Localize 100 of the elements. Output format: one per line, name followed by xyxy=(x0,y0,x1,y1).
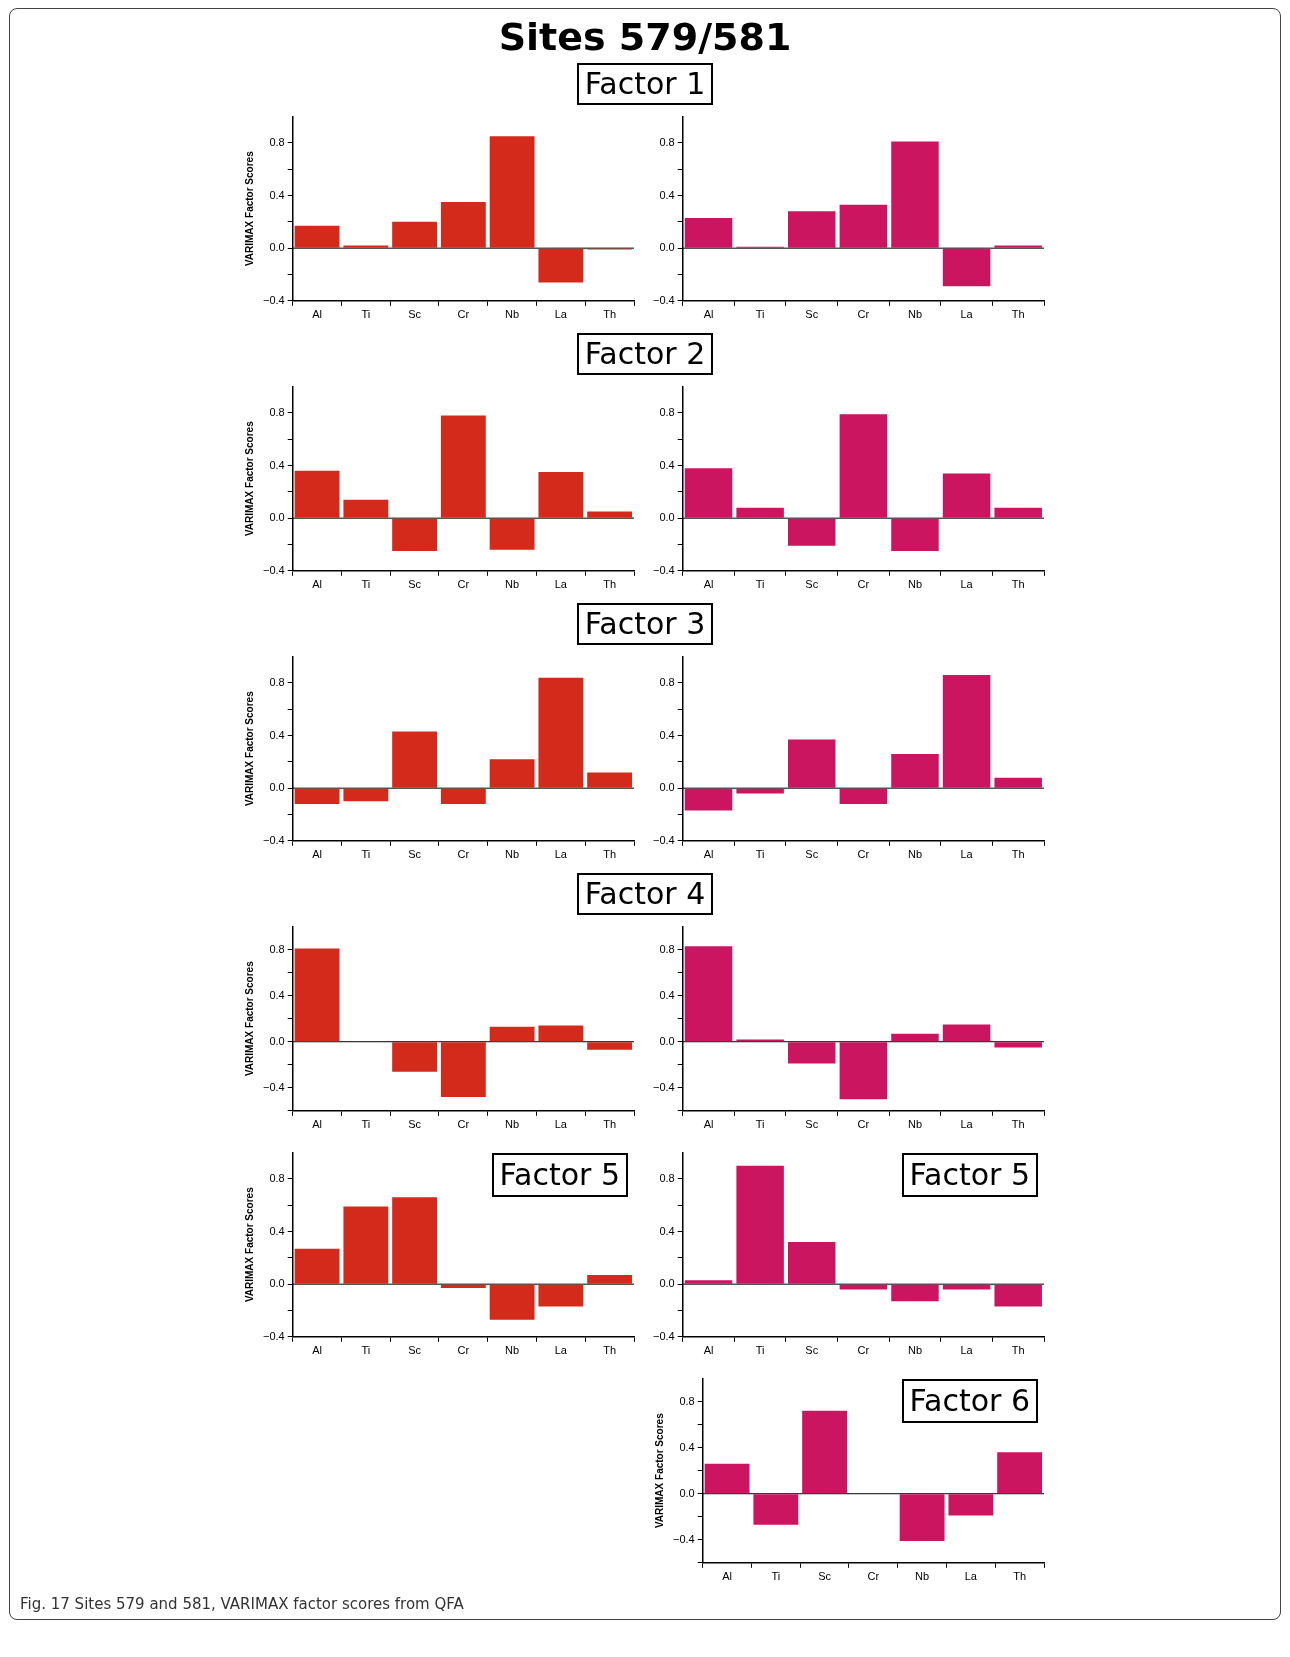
bar xyxy=(538,248,584,283)
y-tick-label: −0.4 xyxy=(653,1080,675,1093)
y-tick-label: 0.0 xyxy=(659,511,675,524)
bar xyxy=(788,1042,836,1064)
bar xyxy=(788,739,836,788)
bar xyxy=(942,1024,991,1042)
bar xyxy=(891,1033,939,1042)
x-tick-label: Nb xyxy=(907,848,922,861)
x-tick-label: Th xyxy=(603,1118,617,1131)
bar xyxy=(684,1280,733,1284)
x-tick-label: Nb xyxy=(907,1344,922,1357)
x-tick-label: Ti xyxy=(771,1570,781,1583)
bar xyxy=(736,1165,784,1284)
y-tick-label: 0.0 xyxy=(269,241,285,254)
x-tick-label: Cr xyxy=(857,308,870,321)
y-tick-label: 0.0 xyxy=(269,511,285,524)
bar xyxy=(736,507,784,518)
x-tick-label: La xyxy=(960,1344,974,1357)
x-tick-label: Nb xyxy=(505,1344,520,1357)
x-tick-label: Th xyxy=(1011,848,1025,861)
bar xyxy=(392,518,438,552)
x-tick-label: Sc xyxy=(805,578,819,591)
y-tick-label: 0.0 xyxy=(659,781,675,794)
x-tick-label: Ti xyxy=(755,848,765,861)
x-tick-label: Al xyxy=(703,1344,714,1357)
bar xyxy=(489,759,535,788)
x-tick-label: Al xyxy=(312,848,322,861)
bar xyxy=(942,675,991,788)
bar xyxy=(948,1494,994,1516)
x-tick-label: Sc xyxy=(805,308,819,321)
bar xyxy=(839,1042,888,1100)
bar xyxy=(343,245,389,248)
y-tick-label: −0.4 xyxy=(653,293,675,306)
x-tick-label: La xyxy=(960,1118,974,1131)
bar xyxy=(839,788,888,804)
y-tick-label: 0.4 xyxy=(269,728,285,741)
x-tick-label: Nb xyxy=(505,308,520,321)
y-tick-label: 0.4 xyxy=(679,1440,695,1453)
bar xyxy=(788,518,836,546)
x-tick-label: Nb xyxy=(505,1118,520,1131)
bar xyxy=(587,772,633,788)
bar xyxy=(802,1410,848,1494)
x-tick-label: Nb xyxy=(915,1570,930,1583)
bar xyxy=(994,777,1042,788)
bar xyxy=(343,499,389,518)
y-tick-label: 0.8 xyxy=(269,405,285,418)
y-tick-label: 0.8 xyxy=(269,135,285,148)
y-tick-label: 0.4 xyxy=(269,458,285,471)
bar xyxy=(684,217,733,248)
annotation: Factor 5 xyxy=(491,1153,628,1197)
x-tick-label: Cr xyxy=(457,848,470,861)
annotation: Factor 5 xyxy=(901,1153,1038,1197)
bar xyxy=(294,225,340,248)
y-tick-label: −0.4 xyxy=(263,293,285,306)
y-axis-title: VARIMAX Factor Scores xyxy=(243,690,255,807)
y-tick-label: 0.8 xyxy=(659,135,675,148)
y-tick-label: 0.8 xyxy=(269,1171,285,1184)
bar xyxy=(891,141,939,248)
y-tick-label: −0.4 xyxy=(263,833,285,846)
y-tick-label: −0.4 xyxy=(653,563,675,576)
bar xyxy=(587,1042,633,1050)
x-tick-label: Nb xyxy=(505,578,520,591)
x-tick-label: Al xyxy=(703,308,714,321)
y-axis-title: VARIMAX Factor Scores xyxy=(653,1412,665,1529)
x-tick-label: Cr xyxy=(457,578,470,591)
x-tick-label: Th xyxy=(1011,578,1025,591)
bar xyxy=(440,1042,486,1097)
bar xyxy=(891,1284,939,1302)
x-tick-label: Cr xyxy=(857,578,870,591)
x-tick-label: Ti xyxy=(361,848,371,861)
bar xyxy=(392,221,438,248)
y-tick-label: 0.8 xyxy=(269,675,285,688)
text: Factor 3 xyxy=(576,603,714,645)
bar xyxy=(489,518,535,550)
y-tick-label: 0.8 xyxy=(659,942,675,955)
y-axis-title: VARIMAX Factor Scores xyxy=(243,1186,255,1303)
y-tick-label: 0.8 xyxy=(679,1394,695,1407)
x-tick-label: Nb xyxy=(505,848,520,861)
y-axis-title: VARIMAX Factor Scores xyxy=(243,420,255,537)
y-tick-label: 0.4 xyxy=(659,728,675,741)
y-tick-label: 0.4 xyxy=(659,188,675,201)
y-tick-label: 0.0 xyxy=(659,1277,675,1290)
bar xyxy=(891,753,939,788)
x-tick-label: Al xyxy=(312,578,322,591)
x-tick-label: Ti xyxy=(361,308,371,321)
x-tick-label: Cr xyxy=(457,1344,470,1357)
y-tick-label: 0.8 xyxy=(659,1171,675,1184)
x-tick-label: Al xyxy=(312,1344,322,1357)
y-tick-label: −0.4 xyxy=(263,1329,285,1342)
y-tick-label: 0.0 xyxy=(269,781,285,794)
x-tick-label: Sc xyxy=(805,1118,819,1131)
x-tick-label: Th xyxy=(603,578,617,591)
text: Factor 2 xyxy=(576,333,714,375)
text: Factor 4 xyxy=(576,873,714,915)
bar xyxy=(489,1026,535,1042)
bar xyxy=(942,473,991,518)
y-tick-label: 0.4 xyxy=(269,988,285,1001)
bar xyxy=(994,1284,1042,1307)
y-tick-label: −0.4 xyxy=(263,1080,285,1093)
bar xyxy=(489,136,535,248)
